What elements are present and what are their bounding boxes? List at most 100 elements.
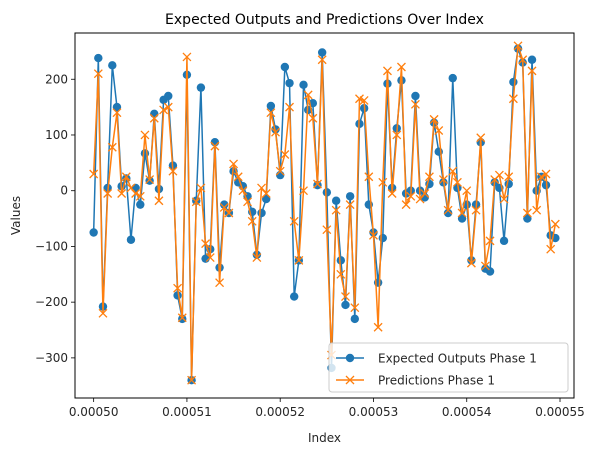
data-point [271,127,280,137]
x-tick-label: 0.00050 [69,405,119,419]
data-point [182,52,192,62]
data-point [121,172,131,182]
x-tick-label: 0.00053 [349,405,399,419]
data-point [341,292,350,302]
data-point [308,113,318,123]
data-point [471,205,481,215]
data-point [392,130,402,140]
data-point [453,183,462,193]
data-point [322,188,332,197]
y-tick-label: −200 [35,295,68,309]
data-point [499,194,509,204]
data-point [341,300,350,310]
data-point [196,183,206,193]
data-point [108,61,117,70]
chart-title: Expected Outputs and Predictions Over In… [165,12,484,28]
data-point [317,48,327,57]
data-point [220,200,229,209]
series-line [92,45,557,381]
data-point [107,142,117,152]
data-point [494,170,504,180]
data-point [178,314,187,324]
data-point [126,235,136,244]
data-point [140,130,150,140]
data-point [369,230,378,240]
data-point [317,55,327,65]
data-point [224,208,234,218]
data-point [331,196,341,205]
data-point [247,216,257,226]
data-point [196,83,206,92]
data-point [401,200,411,210]
data-point [150,109,159,119]
data-point [364,172,374,182]
data-point [266,101,276,111]
y-tick-label: −100 [35,239,68,253]
data-point [112,102,122,112]
legend-entry-predictions: Predictions Phase 1 [336,374,495,388]
data-point [504,172,514,182]
data-point [448,166,458,176]
data-point [485,236,495,246]
data-point [275,170,285,180]
data-point [462,186,472,196]
data-point [173,283,183,293]
data-point [518,55,528,65]
data-point [499,236,509,246]
data-point [396,62,406,72]
data-point [452,177,462,187]
data-point [294,255,304,265]
data-point [131,189,141,198]
data-point [117,189,127,198]
data-point [527,66,537,76]
x-tick-label: 0.00054 [442,405,492,419]
legend-frame [328,342,569,393]
data-point [275,166,285,176]
legend-entry-expected: Expected Outputs Phase 1 [336,352,537,366]
legend-circle-marker-icon [345,353,355,363]
data-point [289,216,299,226]
data-point [280,150,290,159]
data-point [136,200,145,209]
data-point [103,189,113,198]
data-point [550,219,560,229]
data-point [229,159,239,169]
x-axis-title: Index [308,431,341,445]
data-point [527,55,537,64]
data-point [98,308,108,318]
data-point [94,53,103,63]
plot-background [75,33,574,398]
data-point [504,179,513,189]
data-point [313,179,322,189]
data-point [378,177,388,187]
data-point [382,66,392,76]
data-point [89,169,99,179]
data-point [266,108,276,118]
data-point [299,80,308,90]
data-point [522,208,532,218]
data-point [509,77,518,87]
data-point [191,197,201,207]
data-point [350,303,360,313]
data-point [466,258,476,268]
data-point [163,102,173,112]
data-point [429,114,439,124]
data-point [187,375,197,385]
data-point [252,253,262,263]
data-point [378,233,387,243]
legend: Expected Outputs Phase 1 Predictions Pha… [328,342,569,393]
data-point [215,278,225,288]
legend-x-marker-icon [345,375,355,385]
data-point [546,244,556,254]
data-point [149,113,159,123]
data-point [164,91,173,101]
data-point [89,228,98,237]
data-point [285,78,294,88]
data-point [313,180,322,190]
data-point [359,95,369,105]
data-point [420,189,430,198]
data-point [210,138,220,147]
data-point [303,90,313,100]
data-point [536,172,546,182]
data-point [205,253,215,263]
